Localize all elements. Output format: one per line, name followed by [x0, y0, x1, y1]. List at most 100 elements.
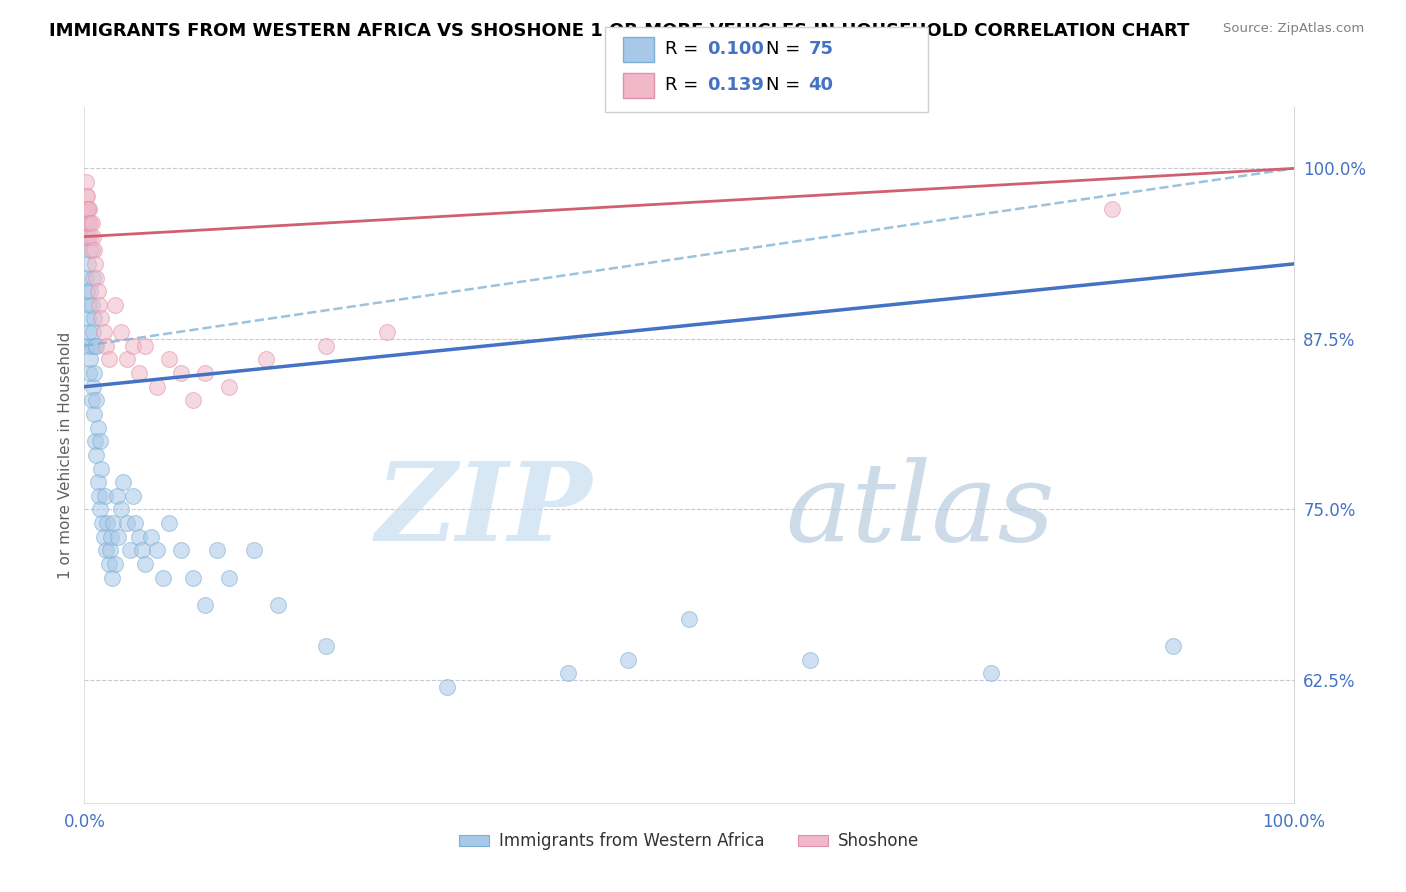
Point	[115, 352, 138, 367]
Point	[94, 489, 117, 503]
Point	[77, 366, 100, 380]
Point	[139, 530, 162, 544]
Point	[112, 475, 135, 490]
Point	[82, 380, 104, 394]
Point	[678, 612, 700, 626]
Point	[82, 325, 104, 339]
Point	[242, 543, 264, 558]
Point	[105, 489, 128, 503]
Point	[98, 543, 121, 558]
Point	[83, 366, 105, 380]
Point	[87, 298, 110, 312]
Point	[76, 188, 98, 202]
Point	[207, 543, 229, 558]
Point	[86, 284, 108, 298]
Point	[315, 639, 337, 653]
Point	[799, 652, 821, 666]
Point	[980, 666, 1002, 681]
Point	[89, 434, 111, 449]
Point	[79, 216, 101, 230]
Point	[315, 339, 337, 353]
Point	[93, 325, 115, 339]
Point	[134, 557, 156, 571]
Point	[218, 380, 240, 394]
Point	[77, 202, 100, 217]
Point	[181, 571, 204, 585]
Point	[91, 516, 114, 530]
Text: 0.139: 0.139	[707, 76, 763, 94]
Point	[115, 516, 138, 530]
Point	[77, 229, 100, 244]
Point	[107, 530, 129, 544]
Point	[77, 202, 100, 217]
Point	[121, 489, 143, 503]
Point	[80, 244, 103, 258]
Point	[90, 461, 112, 475]
Point	[90, 311, 112, 326]
Point	[1161, 639, 1184, 653]
Y-axis label: 1 or more Vehicles in Household: 1 or more Vehicles in Household	[58, 331, 73, 579]
Point	[110, 502, 132, 516]
Point	[79, 284, 101, 298]
Point	[96, 516, 118, 530]
Point	[77, 216, 100, 230]
Point	[617, 652, 640, 666]
Point	[86, 475, 108, 490]
Point	[75, 270, 97, 285]
Point	[170, 543, 193, 558]
Point	[84, 434, 107, 449]
Point	[157, 516, 180, 530]
Text: R =: R =	[665, 76, 704, 94]
Point	[131, 543, 153, 558]
Text: IMMIGRANTS FROM WESTERN AFRICA VS SHOSHONE 1 OR MORE VEHICLES IN HOUSEHOLD CORRE: IMMIGRANTS FROM WESTERN AFRICA VS SHOSHO…	[49, 22, 1189, 40]
Point	[75, 175, 97, 189]
Point	[152, 571, 174, 585]
Point	[79, 229, 101, 244]
Point	[128, 366, 150, 380]
Text: 40: 40	[808, 76, 834, 94]
Point	[267, 598, 290, 612]
Point	[1101, 202, 1123, 217]
Point	[77, 298, 100, 312]
Point	[86, 339, 108, 353]
Point	[104, 298, 127, 312]
Point	[82, 270, 104, 285]
Point	[77, 311, 100, 326]
Point	[121, 339, 143, 353]
Text: N =: N =	[766, 76, 806, 94]
Point	[79, 352, 101, 367]
Point	[194, 366, 217, 380]
Point	[75, 188, 97, 202]
Point	[103, 516, 125, 530]
Point	[86, 270, 108, 285]
Point	[557, 666, 579, 681]
Point	[146, 543, 169, 558]
Point	[104, 557, 127, 571]
Point	[86, 420, 108, 434]
Point	[124, 516, 146, 530]
Point	[170, 366, 193, 380]
Point	[80, 339, 103, 353]
Point	[194, 598, 217, 612]
Point	[76, 229, 98, 244]
Text: atlas: atlas	[786, 457, 1056, 565]
Text: 75: 75	[808, 39, 834, 58]
Point	[77, 339, 100, 353]
Point	[84, 257, 107, 271]
Point	[89, 502, 111, 516]
Point	[146, 380, 169, 394]
Point	[83, 407, 105, 421]
Point	[93, 530, 115, 544]
Point	[84, 339, 107, 353]
Point	[86, 448, 108, 462]
Point	[79, 244, 101, 258]
Point	[100, 530, 122, 544]
Point	[80, 298, 103, 312]
Text: 0.100: 0.100	[707, 39, 763, 58]
Text: R =: R =	[665, 39, 704, 58]
Point	[75, 216, 97, 230]
Point	[76, 216, 98, 230]
Point	[120, 543, 142, 558]
Point	[77, 257, 100, 271]
Point	[76, 284, 98, 298]
